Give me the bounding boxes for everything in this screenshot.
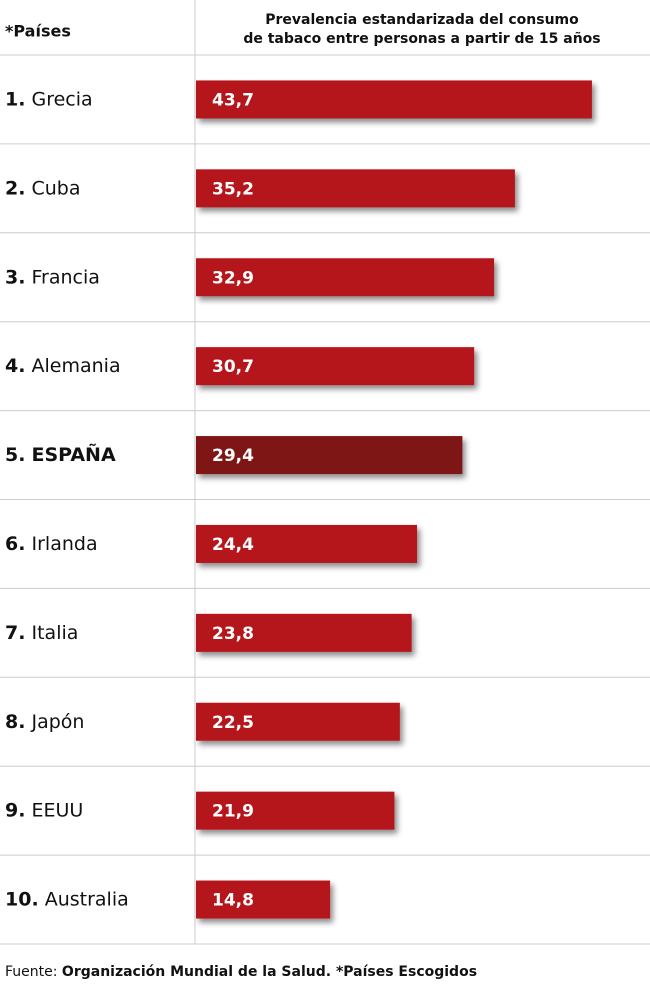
value-label: 14,8 — [212, 891, 254, 911]
chart-title: Prevalencia estandarizada del consumo — [265, 12, 579, 28]
bar — [196, 702, 400, 741]
rank: 7. — [5, 621, 25, 643]
category-label: 1. Grecia — [5, 88, 93, 110]
category-name: Japón — [31, 710, 85, 732]
value-label: 29,4 — [212, 446, 254, 466]
rank: 8. — [5, 710, 25, 732]
rank: 3. — [5, 266, 25, 288]
category-label: 6. Irlanda — [5, 532, 98, 554]
category-label: 4. Alemania — [5, 355, 121, 377]
category-name: Cuba — [32, 177, 81, 199]
bar — [196, 347, 475, 386]
category-name: Grecia — [32, 88, 93, 110]
bar — [196, 80, 592, 119]
rank: 9. — [5, 799, 25, 821]
rows: 1. Grecia 43,7 2. Cuba 35,2 3. Francia 32,9 4.… — [0, 80, 650, 945]
category-label: 8. Japón — [5, 710, 84, 732]
value-label: 22,5 — [212, 713, 254, 733]
category-name: Francia — [32, 266, 100, 288]
rank: 10. — [5, 888, 39, 910]
value-label: 32,9 — [212, 268, 254, 288]
bar — [196, 880, 331, 919]
value-label: 23,8 — [212, 624, 254, 644]
rank: 5. — [5, 444, 25, 466]
source-label: Fuente: — [5, 964, 57, 980]
bar — [196, 436, 463, 475]
value-label: 30,7 — [212, 357, 254, 377]
value-label: 24,4 — [212, 535, 254, 555]
rank: 4. — [5, 355, 25, 377]
category-name: EEUU — [32, 799, 84, 821]
category-label: 9. EEUU — [5, 799, 83, 821]
rank: 1. — [5, 88, 25, 110]
bar — [196, 169, 515, 208]
category-label: 2. Cuba — [5, 177, 81, 199]
category-name: Irlanda — [32, 532, 98, 554]
category-label: 5. ESPAÑA — [5, 442, 116, 466]
category-label: 3. Francia — [5, 266, 100, 288]
source: Fuente: Organización Mundial de la Salud… — [5, 964, 477, 980]
category-label: 7. Italia — [5, 621, 78, 643]
category-name: ESPAÑA — [32, 442, 116, 466]
source-text: Organización Mundial de la Salud. *Paíse… — [62, 964, 477, 980]
bar — [196, 613, 412, 652]
bar — [196, 791, 395, 830]
bar — [196, 524, 418, 563]
header-label: *Países — [5, 22, 71, 41]
value-label: 43,7 — [212, 90, 254, 110]
rank: 2. — [5, 177, 25, 199]
category-name: Australia — [45, 888, 129, 910]
category-label: 10. Australia — [5, 888, 129, 910]
value-label: 35,2 — [212, 179, 254, 199]
value-label: 21,9 — [212, 802, 254, 822]
rank: 6. — [5, 532, 25, 554]
category-name: Italia — [32, 621, 79, 643]
chart-title: de tabaco entre personas a partir de 15 … — [243, 31, 600, 47]
bar — [196, 258, 495, 297]
category-name: Alemania — [32, 355, 121, 377]
